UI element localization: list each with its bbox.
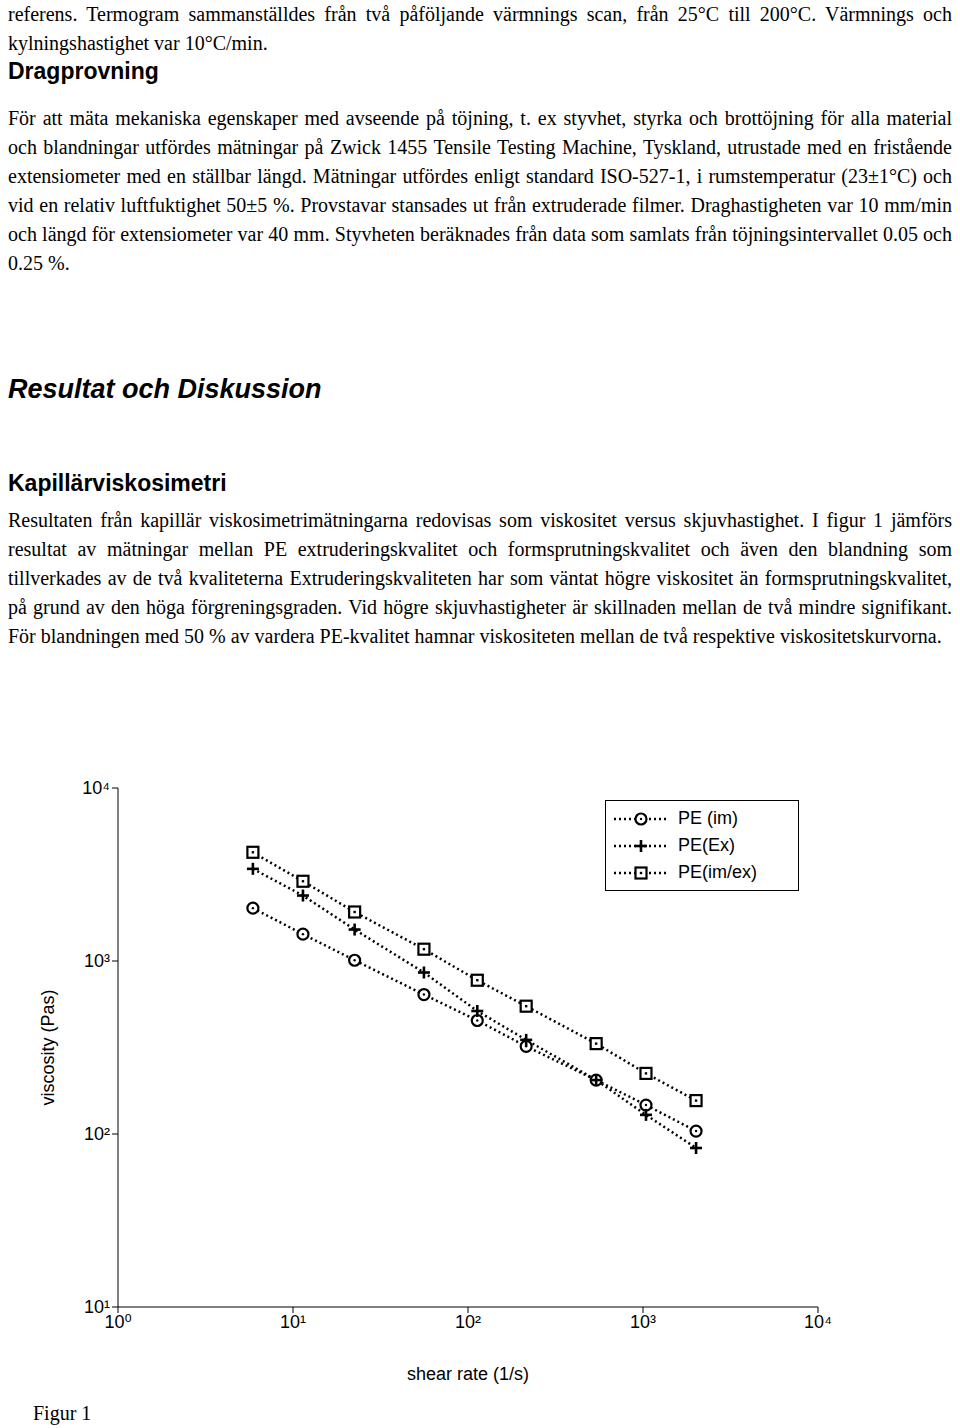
html-text:PE(im/ex): PE(im/ex) xyxy=(678,862,757,882)
html-text:referens. Termogram sammanstäl: referens. Termogram sammanställdes från … xyxy=(8,3,952,54)
svg-text:10⁴: 10⁴ xyxy=(82,778,110,798)
html-text:PE(Ex): PE(Ex) xyxy=(678,835,735,855)
svg-text:10³: 10³ xyxy=(84,951,110,971)
svg-text:10¹: 10¹ xyxy=(84,1297,110,1317)
svg-text:10²: 10² xyxy=(455,1312,481,1332)
svg-text:10²: 10² xyxy=(84,1124,110,1144)
html-text:För att mäta mekaniska egenska: För att mäta mekaniska egenskaper med av… xyxy=(8,107,952,274)
svg-text:viscosity (Pas): viscosity (Pas) xyxy=(38,989,58,1105)
html-text:PE (im): PE (im) xyxy=(678,808,738,828)
svg-text:10¹: 10¹ xyxy=(280,1312,306,1332)
svg-text:10⁰: 10⁰ xyxy=(104,1311,132,1332)
html-text:Resultat och Diskussion: Resultat och Diskussion xyxy=(8,374,322,404)
html-text:Kapillärviskosimetri: Kapillärviskosimetri xyxy=(8,470,227,496)
svg-text:10³: 10³ xyxy=(630,1312,656,1332)
html-text:Dragprovning: Dragprovning xyxy=(8,58,159,84)
svg-text:10⁴: 10⁴ xyxy=(804,1312,832,1332)
html-text:Figur 1: Figur 1 xyxy=(33,1402,92,1424)
html-text:Resultaten från kapillär visko: Resultaten från kapillär viskosimetrimät… xyxy=(8,509,952,647)
svg-text:shear rate (1/s): shear rate (1/s) xyxy=(407,1364,529,1384)
